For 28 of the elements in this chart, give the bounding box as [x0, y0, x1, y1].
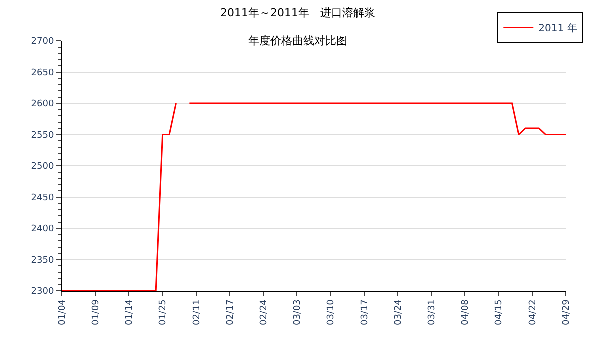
- y-tick-label: 2600: [31, 100, 54, 110]
- y-tick-label: 2350: [31, 256, 54, 266]
- legend-label: 2011 年: [538, 22, 578, 35]
- y-tick-label: 2700: [31, 37, 54, 48]
- x-tick-label: 04/29: [562, 299, 572, 326]
- x-tick-label: 02/11: [192, 300, 202, 326]
- x-tick-label: 03/17: [360, 300, 370, 326]
- x-tick-label: 04/08: [461, 299, 472, 326]
- y-tick-label: 2450: [31, 193, 54, 204]
- x-tick-label: 03/10: [326, 299, 337, 326]
- x-tick-label: 02/17: [226, 300, 236, 326]
- y-tick-label: 2650: [31, 68, 54, 78]
- x-tick-label: 04/15: [494, 300, 505, 326]
- x-tick-label: 01/14: [125, 299, 136, 326]
- x-tick-label: 03/03: [293, 300, 304, 326]
- y-tick-label: 2300: [31, 287, 54, 298]
- x-tick-label: 03/24: [394, 299, 404, 326]
- x-tick-label: 04/22: [528, 300, 538, 326]
- x-tick-label: 01/25: [158, 300, 169, 326]
- x-tick-label: 02/24: [260, 299, 270, 326]
- x-tick-label: 01/09: [92, 299, 102, 326]
- x-tick-label: 03/31: [428, 300, 438, 326]
- y-tick-label: 2550: [31, 130, 54, 141]
- chart-subtitle: 年度价格曲线对比图: [248, 34, 348, 48]
- y-tick-label: 2500: [31, 162, 54, 172]
- chart-title: 2011年～2011年 进口溶解浆: [220, 6, 376, 20]
- x-tick-label: 01/04: [58, 299, 68, 326]
- y-tick-label: 2400: [31, 224, 54, 235]
